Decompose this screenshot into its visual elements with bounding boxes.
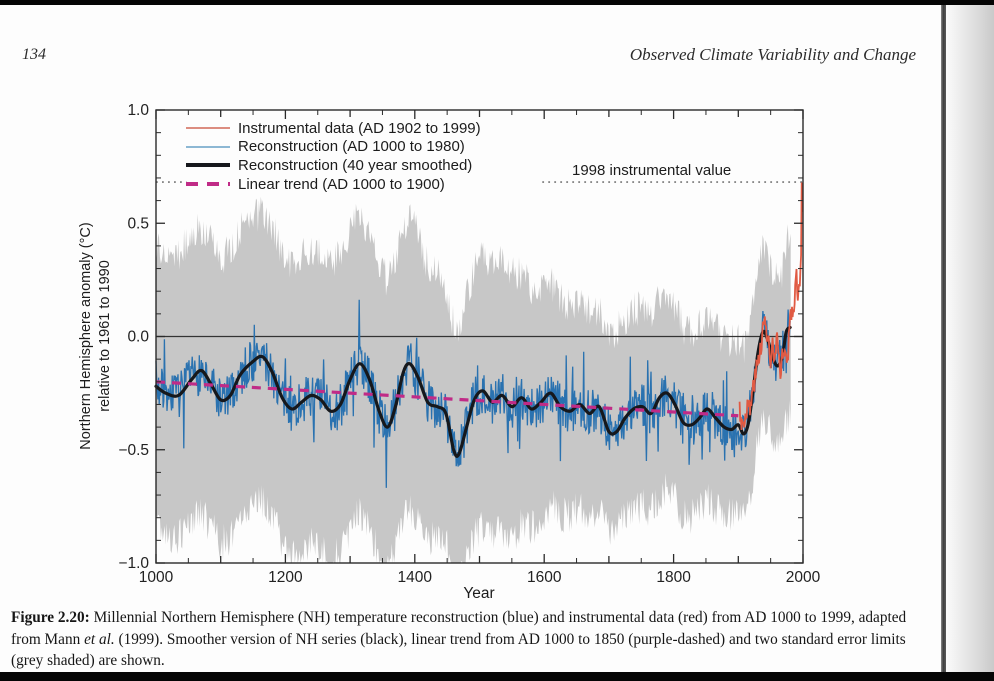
figure-caption: Figure 2.20: Millennial Northern Hemisph… (11, 607, 933, 672)
legend-item-trend: Linear trend (AD 1000 to 1900) (186, 175, 481, 194)
legend-label: Linear trend (AD 1000 to 1900) (238, 175, 445, 193)
caption-etal: et al. (84, 630, 115, 648)
legend-swatch-black-line (186, 163, 230, 168)
chart-legend: Instrumental data (AD 1902 to 1999) Reco… (186, 119, 481, 193)
legend-label: Instrumental data (AD 1902 to 1999) (238, 119, 481, 137)
y-axis-title-line2: relative to 1961 to 1990 (97, 260, 113, 412)
right-margin-strip (946, 5, 994, 672)
x-tick-label: 1400 (398, 569, 433, 586)
y-tick-label: −1.0 (118, 555, 149, 572)
caption-part2: (1999). Smoother version of NH series (b… (11, 630, 906, 670)
x-tick-label: 1600 (527, 569, 562, 586)
x-axis-title: Year (463, 585, 495, 602)
running-header: Observed Climate Variability and Change (629, 45, 916, 64)
bottom-letterbox-bar (0, 672, 994, 681)
x-tick-label: 1800 (656, 569, 691, 586)
legend-item-reconstruction: Reconstruction (AD 1000 to 1980) (186, 138, 481, 157)
series-instrumental-red (738, 182, 804, 430)
legend-item-smoothed: Reconstruction (40 year smoothed) (186, 156, 481, 175)
caption-figure-label: Figure 2.20: (11, 609, 90, 626)
legend-item-instrumental: Instrumental data (AD 1902 to 1999) (186, 119, 481, 138)
page-edge-shadow (941, 5, 946, 672)
legend-swatch-blue-line (186, 145, 230, 148)
caption-part1: Millennial Northern Hemisphere (NH) temp… (11, 609, 907, 648)
legend-swatch-dashed-line (186, 182, 230, 187)
x-tick-label: 2000 (786, 569, 821, 586)
legend-label: Reconstruction (40 year smoothed) (238, 156, 473, 174)
y-axis-title-line1: Northern Hemisphere anomaly (°C) (78, 222, 94, 450)
legend-swatch-red-line (186, 127, 230, 130)
x-tick-label: 1000 (139, 569, 174, 586)
error-band (156, 196, 791, 564)
series-linear-trend (155, 380, 739, 418)
page-number: 134 (22, 46, 46, 63)
legend-label: Reconstruction (AD 1000 to 1980) (238, 138, 465, 156)
top-letterbox-bar (0, 0, 994, 5)
y-tick-label: 0.0 (127, 329, 149, 346)
y-axis-title: Northern Hemisphere anomaly (°C) relativ… (77, 222, 115, 449)
y-tick-label: 1.0 (127, 102, 149, 119)
annotation-1998-label: 1998 instrumental value (572, 162, 732, 179)
y-tick-label: 0.5 (127, 215, 149, 232)
x-tick-label: 1200 (268, 569, 303, 586)
y-tick-label: −0.5 (118, 442, 149, 459)
series-smoothed-black (154, 325, 792, 458)
